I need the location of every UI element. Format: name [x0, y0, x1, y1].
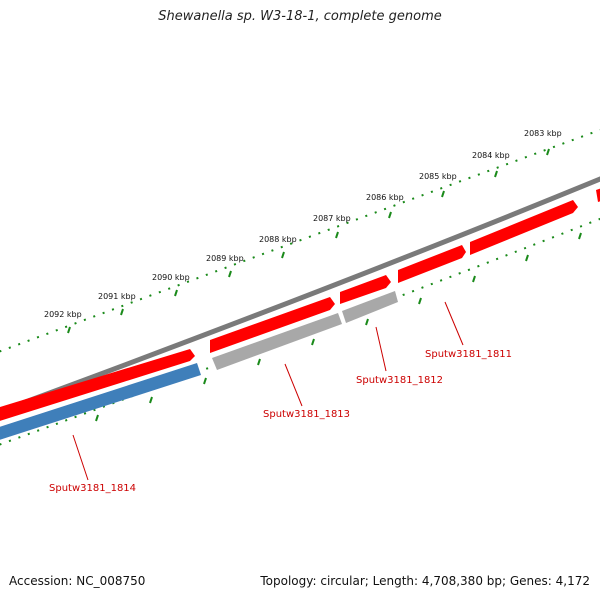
- gene-1814-forward[interactable]: [0, 349, 195, 424]
- major-tick: [546, 148, 550, 156]
- gene-label-1812[interactable]: Sputw3181_1812: [356, 375, 443, 386]
- inner-major-tick: [418, 297, 422, 305]
- inner-major-tick: [365, 318, 369, 326]
- major-tick: [281, 251, 285, 259]
- genome-summary-text: Topology: circular; Length: 4,708,380 bp…: [260, 574, 590, 588]
- callout-line-1814: [72, 434, 89, 481]
- tick-label: 2088 kbp: [259, 235, 297, 244]
- genome-backbone: [0, 176, 600, 414]
- gene-label-1811[interactable]: Sputw3181_1811: [425, 349, 512, 360]
- gene-label-1813[interactable]: Sputw3181_1813: [263, 409, 350, 420]
- tick-label: 2091 kbp: [98, 292, 136, 301]
- gene-1811-forward-a[interactable]: [398, 245, 466, 283]
- callout-line-1812: [375, 326, 387, 372]
- gene-edge-forward[interactable]: [596, 185, 600, 202]
- inner-major-tick: [149, 396, 153, 404]
- inner-major-tick: [525, 254, 529, 262]
- major-tick: [67, 326, 71, 334]
- major-tick: [335, 231, 339, 239]
- tick-label: 2092 kbp: [44, 310, 82, 319]
- callout-line-1811: [444, 301, 464, 346]
- gene-1812-reverse[interactable]: [342, 291, 398, 323]
- callout-line-1813: [284, 363, 303, 407]
- tick-label: 2086 kbp: [366, 193, 404, 202]
- major-tick: [120, 308, 124, 316]
- tick-label: 2089 kbp: [206, 254, 244, 263]
- inner-major-tick: [95, 414, 99, 422]
- gene-1813-forward[interactable]: [210, 297, 335, 353]
- forward-genes: [0, 185, 600, 424]
- tick-label: 2090 kbp: [152, 273, 190, 282]
- inner-major-tick: [472, 275, 476, 283]
- map-title: Shewanella sp. W3-18-1, complete genome: [158, 9, 442, 24]
- gene-1811-forward-b[interactable]: [470, 200, 578, 255]
- inner-tick-ring: [0, 217, 600, 446]
- accession-text: Accession: NC_008750: [9, 574, 146, 588]
- inner-major-tick: [257, 358, 261, 366]
- major-tick: [494, 170, 498, 178]
- major-tick: [228, 270, 232, 278]
- tick-label: 2083 kbp: [524, 129, 562, 138]
- inner-major-tick: [203, 377, 207, 385]
- outer-tick-ring: [0, 129, 600, 353]
- inner-major-tick: [311, 338, 315, 346]
- gene-label-1814[interactable]: Sputw3181_1814: [49, 483, 136, 494]
- gene-1814-reverse[interactable]: [0, 363, 201, 443]
- tick-label: 2085 kbp: [419, 172, 457, 181]
- major-tick: [174, 289, 178, 297]
- major-tick: [441, 190, 445, 198]
- reverse-genes: [0, 291, 398, 443]
- tick-label: 2084 kbp: [472, 151, 510, 160]
- tick-label: 2087 kbp: [313, 214, 351, 223]
- inner-major-tick: [578, 232, 582, 240]
- gene-1812-forward[interactable]: [340, 275, 391, 304]
- major-tick: [388, 211, 392, 219]
- gene-1813-reverse[interactable]: [212, 313, 342, 370]
